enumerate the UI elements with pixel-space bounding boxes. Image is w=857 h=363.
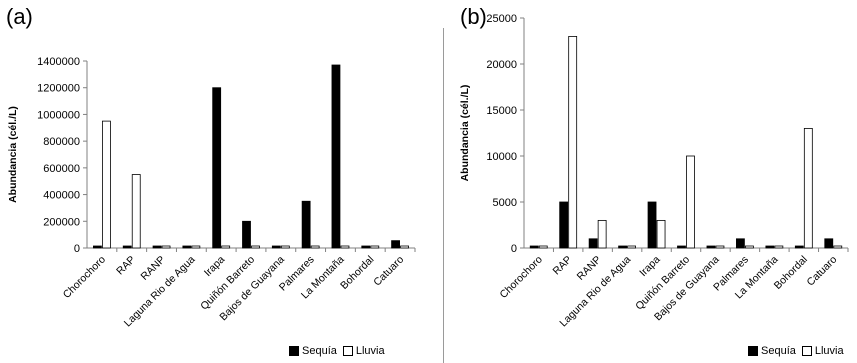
bar-sequia — [152, 245, 162, 249]
bar-lluvia — [400, 245, 409, 249]
bar-sequia — [391, 240, 400, 249]
bar-lluvia — [597, 219, 607, 249]
y-tick-label: 10000 — [486, 151, 517, 163]
y-tick-label: 200000 — [43, 216, 80, 228]
bar-sequia — [706, 245, 716, 249]
panel-label: (a) — [6, 4, 33, 29]
legend-item-sequia: Sequía — [289, 345, 337, 357]
y-tick-label: 0 — [74, 243, 80, 255]
legend-swatch-lluvia — [342, 346, 353, 356]
bar-lluvia — [656, 219, 666, 249]
y-tick-label: 1000000 — [37, 109, 80, 121]
bar-sequia — [736, 238, 745, 249]
bar-lluvia — [131, 174, 141, 249]
x-tick-label: Catuaro — [804, 254, 839, 289]
chart-a-svg: 0 200000 400000 600000 800000 1000000 1200000 1… — [7, 56, 416, 329]
legend-swatch-sequia — [289, 346, 299, 356]
chart-b-svg: 0 5000 10000 15000 20000 25000 Abundancia (cél… — [459, 13, 849, 329]
y-tick-label: 1400000 — [37, 56, 80, 68]
x-tick-label: Chorochoro — [61, 254, 108, 301]
y-tick-label: 20000 — [486, 59, 517, 71]
legend-item-lluvia: Lluvia — [342, 345, 385, 357]
y-tick-label: 600000 — [43, 163, 80, 175]
x-tick-label: Irapa — [637, 254, 663, 280]
legend-item-sequia: Sequía — [748, 345, 796, 357]
bar-sequia — [559, 201, 569, 249]
y-tick-label: 25000 — [486, 13, 517, 25]
bar-lluvia — [310, 245, 320, 249]
y-tick-label: 800000 — [43, 136, 80, 148]
bar-lluvia — [745, 245, 754, 249]
bar-lluvia — [833, 245, 843, 249]
bar-lluvia — [161, 245, 171, 249]
bar-sequia — [647, 201, 657, 249]
bar-lluvia — [803, 127, 813, 249]
bar-sequia — [529, 245, 539, 249]
bar-sequia — [765, 245, 775, 249]
x-tick-label: Chorochoro — [498, 254, 545, 301]
y-tick-label: 0 — [511, 243, 517, 255]
legend-label-lluvia: Lluvia — [355, 345, 385, 357]
x-tick-label: Catuaro — [371, 254, 406, 289]
y-tick-label: 5000 — [493, 197, 517, 209]
bar-lluvia — [280, 245, 290, 249]
bar-sequia — [588, 238, 598, 249]
chart-panel-b: (b) 0 5000 10000 15000 20000 25000 Abundancia … — [430, 0, 857, 363]
legend-swatch-lluvia — [801, 346, 812, 356]
panel-divider — [443, 28, 444, 363]
x-tick-label: Bohordal — [338, 254, 376, 292]
bar-sequia — [824, 238, 834, 249]
bar-sequia — [122, 245, 132, 249]
bar-sequia — [677, 245, 686, 249]
bar-sequia — [212, 87, 222, 249]
bar-sequia — [794, 245, 804, 249]
panel-label: (b) — [460, 4, 487, 29]
bar-sequia — [301, 200, 311, 249]
bar-sequia — [361, 245, 371, 249]
bar-lluvia — [102, 120, 111, 249]
bar-sequia — [331, 64, 341, 249]
bar-lluvia — [370, 245, 380, 249]
chart-panel-a: (a) 0 200000 400000 600000 800000 1000000 1200… — [6, 4, 416, 357]
y-tick-label: 400000 — [43, 190, 80, 202]
legend: Sequía Lluvia — [748, 345, 850, 357]
x-tick-label: RAP — [114, 254, 138, 278]
bar-sequia — [271, 245, 281, 249]
bar-sequia — [182, 245, 192, 249]
legend-label-lluvia: Lluvia — [814, 345, 844, 357]
bar-lluvia — [686, 155, 695, 249]
x-tick-label: RAP — [551, 254, 575, 278]
bar-lluvia — [715, 245, 725, 249]
bar-sequia — [242, 220, 251, 249]
legend-swatch-sequia — [748, 346, 758, 356]
bar-lluvia — [627, 245, 636, 249]
legend-label-sequia: Sequía — [761, 345, 796, 357]
legend-label-sequia: Sequía — [302, 345, 337, 357]
y-axis-label: Abundancia (cél./L) — [7, 106, 19, 203]
bar-lluvia — [568, 36, 578, 249]
bar-sequia — [93, 245, 102, 249]
y-axis-label: Abundancia (cél./L) — [459, 85, 471, 182]
bar-sequia — [618, 245, 627, 249]
legend-item-lluvia: Lluvia — [801, 345, 844, 357]
y-tick-label: 15000 — [486, 105, 517, 117]
bar-lluvia — [774, 245, 784, 249]
bar-lluvia — [251, 245, 260, 249]
bar-lluvia — [340, 245, 350, 249]
y-tick-label: 1200000 — [37, 83, 80, 95]
bar-lluvia — [191, 245, 201, 249]
bar-lluvia — [221, 245, 231, 249]
bar-lluvia — [538, 245, 548, 249]
x-tick-label: Irapa — [202, 254, 228, 280]
legend: Sequía Lluvia — [289, 345, 391, 357]
